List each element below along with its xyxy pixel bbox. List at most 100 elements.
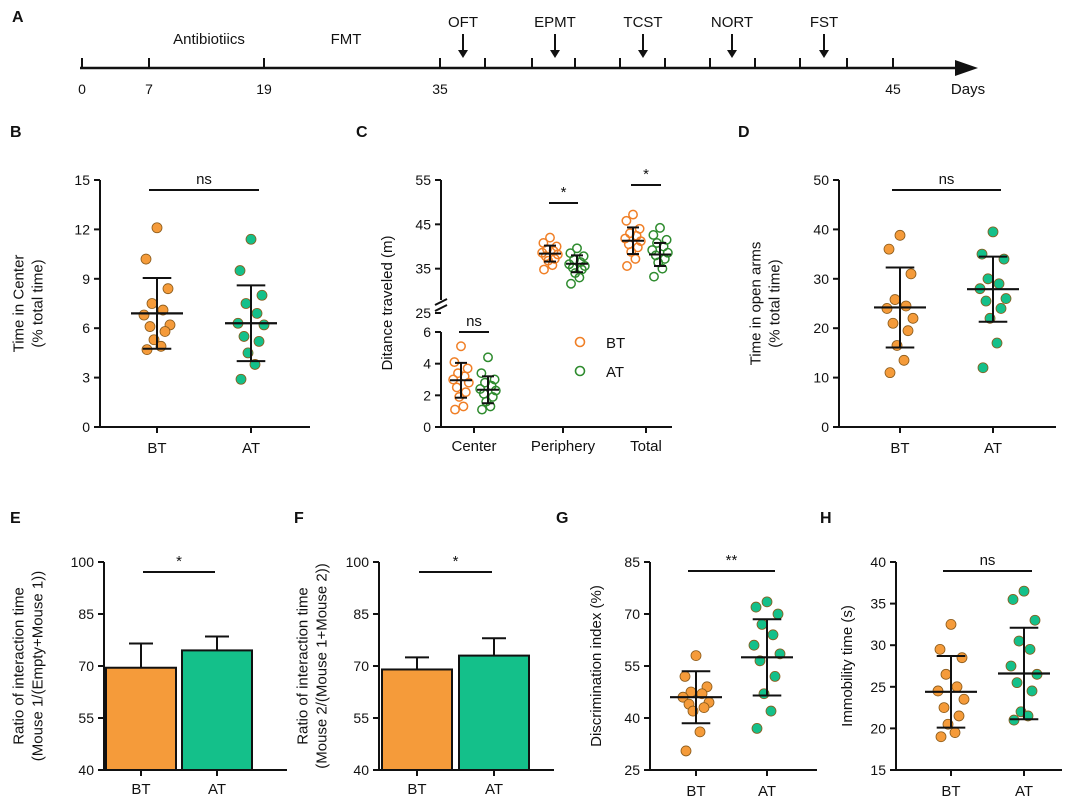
data-point xyxy=(1029,614,1041,626)
y-axis-label: Ratio of interaction time xyxy=(295,587,312,745)
data-point xyxy=(483,352,493,363)
y-tick-label: 30 xyxy=(813,271,829,287)
y-tick-label: 85 xyxy=(78,606,94,622)
panel-letter: H xyxy=(820,510,832,527)
data-point xyxy=(982,273,994,285)
data-point xyxy=(655,222,665,233)
data-point xyxy=(1026,685,1038,697)
test-label-tcst: TCST xyxy=(623,14,662,31)
y-tick-label: 85 xyxy=(353,606,369,622)
data-point xyxy=(887,317,899,329)
data-point xyxy=(1011,677,1023,689)
significance-label: * xyxy=(453,553,459,570)
data-point xyxy=(953,710,965,722)
data-point xyxy=(907,312,919,324)
phase-label-fmt: FMT xyxy=(331,31,362,48)
data-point xyxy=(694,726,706,738)
data-point xyxy=(767,629,779,641)
y-tick-label: 6 xyxy=(82,320,90,336)
data-point xyxy=(1005,660,1017,672)
data-point xyxy=(680,745,692,757)
data-point xyxy=(987,226,999,238)
x-tick-label: Total xyxy=(630,438,662,455)
data-point xyxy=(998,253,1010,265)
data-point xyxy=(539,264,549,275)
test-label-nort: NORT xyxy=(711,14,753,31)
y-tick-label: 55 xyxy=(353,710,369,726)
x-tick-label: BT xyxy=(941,783,960,800)
data-point xyxy=(889,294,901,305)
legend-marker-bt xyxy=(574,336,586,348)
test-arrow-head xyxy=(550,50,560,58)
data-point xyxy=(251,307,263,319)
panel-letter: G xyxy=(556,510,568,527)
x-tick-label: AT xyxy=(758,783,776,800)
test-arrow-head xyxy=(638,50,648,58)
data-point xyxy=(993,278,1005,290)
data-point xyxy=(256,289,268,301)
data-point xyxy=(756,619,768,630)
data-point xyxy=(772,608,784,620)
timeline-arrowhead xyxy=(955,60,978,76)
data-point xyxy=(898,354,910,366)
y-tick-label: 55 xyxy=(624,658,640,674)
y-tick-label: 55 xyxy=(415,172,431,188)
panel-letter: C xyxy=(356,124,368,141)
data-point xyxy=(995,303,1007,314)
test-arrow-head xyxy=(819,50,829,58)
data-point xyxy=(477,404,487,415)
data-point xyxy=(679,671,691,682)
timeline-tick-label: 19 xyxy=(256,81,272,97)
data-point xyxy=(750,601,762,613)
data-point xyxy=(144,321,156,332)
y-axis-label: (Mouse 1/(Empty+Mouse 1)) xyxy=(30,571,47,761)
y-tick-label: 100 xyxy=(71,554,95,570)
x-tick-label: Center xyxy=(451,438,496,455)
y-tick-label: 40 xyxy=(870,554,886,570)
data-point xyxy=(690,650,702,661)
data-point xyxy=(238,331,250,342)
data-point xyxy=(1007,594,1019,605)
data-point xyxy=(883,243,895,255)
data-point xyxy=(1024,643,1036,655)
data-point xyxy=(138,309,150,321)
x-tick-label: AT xyxy=(1015,783,1033,800)
y-tick-label: 3 xyxy=(82,370,90,386)
timeline-tick-label: 0 xyxy=(78,81,86,97)
y-tick-label: 30 xyxy=(870,637,886,653)
data-point xyxy=(245,233,257,245)
data-point xyxy=(949,727,961,738)
data-point xyxy=(253,335,265,347)
data-point xyxy=(159,326,171,337)
y-tick-label: 25 xyxy=(415,305,431,321)
bar xyxy=(181,649,253,772)
axis-break-mark xyxy=(434,298,448,306)
test-label-oft: OFT xyxy=(448,14,478,31)
axis-break-mark xyxy=(434,304,448,312)
data-point xyxy=(146,298,158,309)
data-point xyxy=(462,363,473,374)
data-point xyxy=(938,702,950,713)
data-point xyxy=(935,731,947,743)
data-point xyxy=(451,382,462,393)
data-point xyxy=(956,652,968,664)
data-point xyxy=(234,265,246,276)
legend-label: AT xyxy=(606,364,624,381)
y-tick-label: 6 xyxy=(423,324,431,340)
y-tick-label: 70 xyxy=(353,658,369,674)
y-tick-label: 35 xyxy=(415,261,431,277)
data-point xyxy=(574,272,585,283)
y-axis-label: Discrimination index (%) xyxy=(588,585,605,747)
data-point xyxy=(662,247,673,258)
y-axis-label: Time in Center xyxy=(11,255,28,353)
timeline-axis-label: Days xyxy=(951,81,985,98)
data-point xyxy=(977,362,989,374)
data-point xyxy=(626,246,637,257)
bar xyxy=(381,668,453,772)
y-axis-label: Ditance traveled (m) xyxy=(379,235,396,370)
y-tick-label: 40 xyxy=(813,221,829,237)
test-arrow-head xyxy=(458,50,468,58)
timeline-tick-label: 35 xyxy=(432,81,448,97)
data-point xyxy=(140,253,152,265)
